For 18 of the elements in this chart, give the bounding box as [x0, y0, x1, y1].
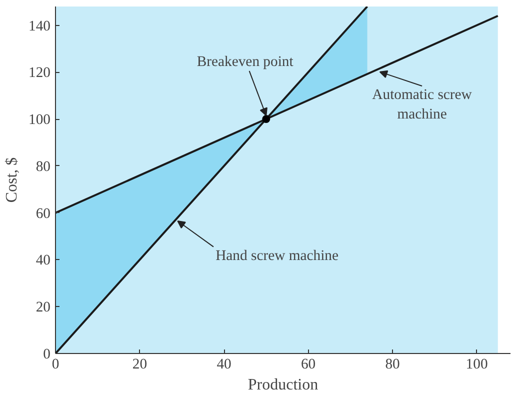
y-tick-label: 100: [28, 112, 50, 128]
y-tick-label: 140: [28, 18, 50, 34]
x-tick-label: 80: [385, 356, 400, 372]
y-tick-label: 20: [36, 300, 50, 316]
y-axis-title: Cost, $: [4, 157, 21, 203]
y-tick-label: 80: [36, 158, 50, 175]
y-tick-label: 40: [36, 252, 50, 269]
y-tick-label: 60: [36, 206, 50, 222]
x-tick-label: 60: [300, 356, 316, 372]
x-tick-label: 20: [132, 356, 148, 372]
x-tick-label: 100: [466, 356, 488, 372]
y-tick-label: 120: [28, 65, 50, 82]
x-tick-label: 40: [216, 356, 232, 372]
y-tick-label: 0: [43, 346, 50, 362]
annotation: Breakeven point: [196, 54, 294, 70]
annotation: Hand screw machine: [216, 248, 338, 264]
x-axis-title: Production: [248, 376, 318, 394]
annotation: Automatic screw machine: [372, 87, 472, 122]
